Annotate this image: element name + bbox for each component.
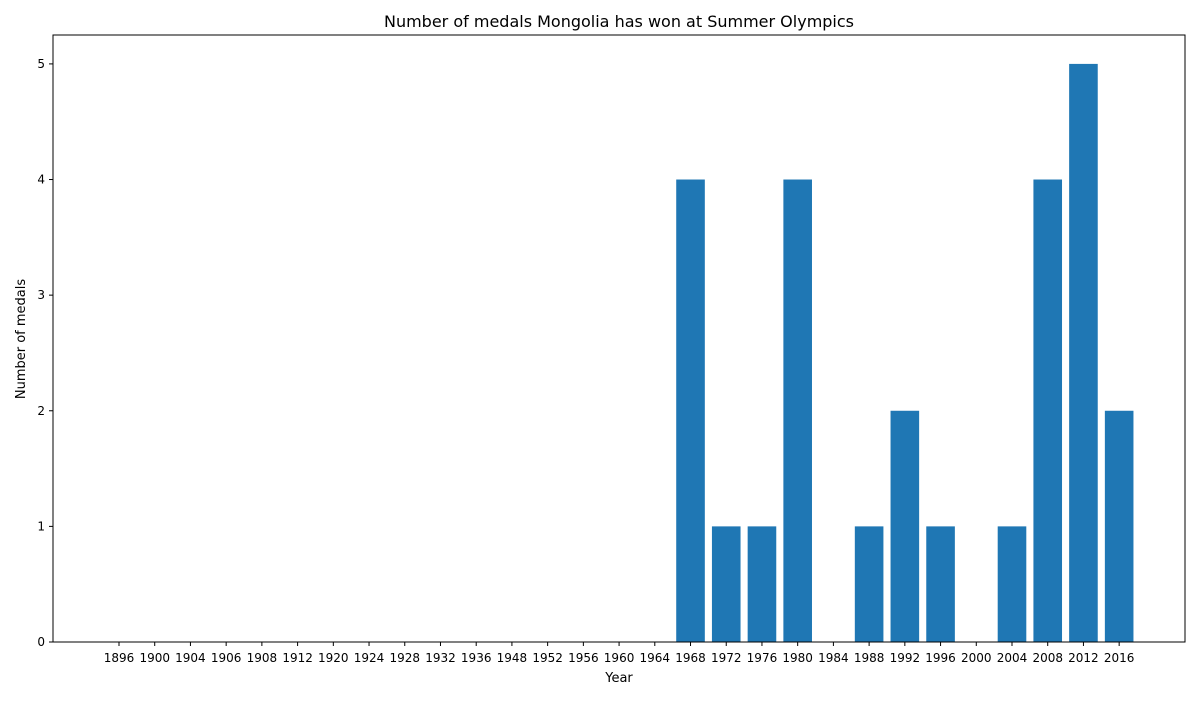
x-tick-label: 1952: [532, 651, 563, 665]
plot-area-frame: [52, 34, 1186, 643]
x-tick-label: 2004: [997, 651, 1028, 665]
x-tick-label: 1956: [568, 651, 599, 665]
x-tick-label: 1912: [282, 651, 313, 665]
chart-title: Number of medals Mongolia has won at Sum…: [384, 12, 854, 31]
y-tick-label: 5: [37, 57, 45, 71]
x-tick-label: 1976: [747, 651, 778, 665]
x-tick-label: 1904: [175, 651, 206, 665]
x-tick-label: 2000: [961, 651, 992, 665]
x-tick-label: 1920: [318, 651, 349, 665]
x-tick-label: 2008: [1032, 651, 1063, 665]
x-tick-label: 1996: [925, 651, 956, 665]
x-tick-label: 1936: [461, 651, 492, 665]
bar-1980: [783, 179, 812, 642]
ticks-group: 1896 1900 1904 1906 1908 1912 1920 1924 1928 1932…: [37, 57, 1134, 665]
x-tick-label: 2012: [1068, 651, 1099, 665]
x-tick-label: 1948: [497, 651, 528, 665]
x-tick-label: 1924: [354, 651, 385, 665]
x-tick-label: 1960: [604, 651, 635, 665]
bar-1992: [890, 410, 920, 642]
bar-1988: [854, 526, 884, 642]
bar-1996: [926, 526, 955, 642]
y-axis-label: Number of medals: [14, 279, 29, 400]
bars-group: [676, 63, 1134, 642]
x-tick-label: 1964: [640, 651, 671, 665]
y-tick-label: 1: [37, 519, 45, 533]
x-tick-label: 1928: [389, 651, 420, 665]
bar-2016: [1104, 410, 1134, 642]
bar-1972: [711, 526, 741, 642]
y-tick-label: 2: [37, 404, 45, 418]
bar-1968: [676, 179, 705, 642]
bar-2004: [997, 526, 1027, 642]
y-tick-label: 3: [37, 288, 45, 302]
bar-2008: [1033, 179, 1063, 642]
bar-1976: [747, 526, 777, 642]
x-tick-label: 1988: [854, 651, 885, 665]
x-tick-label: 1972: [711, 651, 742, 665]
x-tick-label: 1896: [104, 651, 135, 665]
x-tick-label: 2016: [1104, 651, 1135, 665]
x-tick-label: 1900: [139, 651, 170, 665]
y-tick-label: 0: [37, 635, 45, 649]
x-tick-label: 1992: [890, 651, 921, 665]
x-tick-label: 1980: [782, 651, 813, 665]
x-tick-label: 1932: [425, 651, 456, 665]
x-tick-label: 1906: [211, 651, 242, 665]
x-tick-label: 1908: [247, 651, 278, 665]
x-tick-label: 1984: [818, 651, 849, 665]
bar-2012: [1069, 63, 1098, 642]
x-tick-label: 1968: [675, 651, 706, 665]
y-tick-label: 4: [37, 173, 45, 187]
x-axis-label: Year: [604, 671, 633, 686]
